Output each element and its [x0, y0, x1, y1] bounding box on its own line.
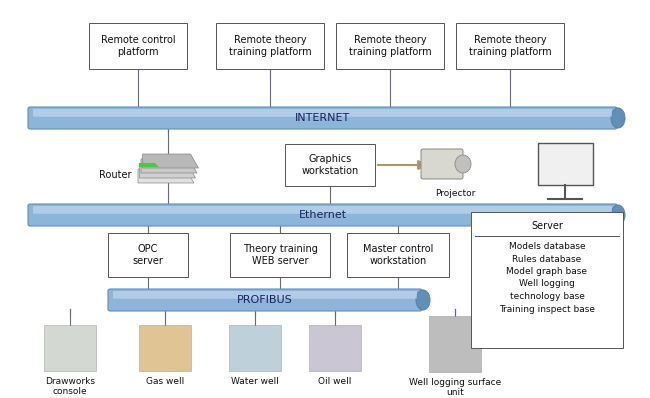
FancyBboxPatch shape [347, 233, 449, 277]
FancyBboxPatch shape [139, 325, 191, 371]
FancyBboxPatch shape [28, 204, 617, 226]
Text: Well logging surface
unit: Well logging surface unit [409, 378, 501, 397]
Text: Theory training
WEB server: Theory training WEB server [242, 244, 317, 266]
FancyBboxPatch shape [230, 233, 330, 277]
Ellipse shape [455, 155, 471, 173]
Text: Water well: Water well [231, 377, 279, 386]
FancyBboxPatch shape [336, 23, 444, 69]
FancyBboxPatch shape [89, 23, 187, 69]
FancyBboxPatch shape [44, 325, 96, 371]
FancyBboxPatch shape [421, 149, 463, 179]
Polygon shape [141, 159, 197, 173]
FancyBboxPatch shape [108, 233, 188, 277]
Text: Remote theory
training platform: Remote theory training platform [229, 35, 311, 57]
FancyBboxPatch shape [28, 107, 617, 129]
FancyBboxPatch shape [108, 289, 422, 311]
FancyBboxPatch shape [471, 212, 623, 348]
FancyBboxPatch shape [309, 325, 361, 371]
Text: Remote theory
training platform: Remote theory training platform [348, 35, 432, 57]
Text: Projector: Projector [435, 189, 475, 198]
Text: Graphics
workstation: Graphics workstation [302, 154, 359, 176]
Text: INTERNET: INTERNET [295, 113, 350, 123]
Text: OPC
server: OPC server [133, 244, 163, 266]
Polygon shape [140, 164, 196, 178]
FancyBboxPatch shape [229, 325, 281, 371]
FancyBboxPatch shape [113, 291, 417, 299]
Polygon shape [139, 163, 159, 167]
FancyBboxPatch shape [538, 143, 593, 185]
Text: Ethernet: Ethernet [298, 210, 346, 220]
Ellipse shape [611, 205, 625, 225]
FancyBboxPatch shape [429, 316, 481, 372]
FancyBboxPatch shape [285, 144, 375, 186]
Text: Server: Server [531, 221, 563, 231]
Ellipse shape [611, 108, 625, 128]
Polygon shape [138, 169, 194, 183]
Text: Remote control
platform: Remote control platform [101, 35, 176, 57]
Ellipse shape [416, 290, 430, 310]
FancyBboxPatch shape [216, 23, 324, 69]
Text: Master control
workstation: Master control workstation [363, 244, 433, 266]
Text: Drawworks
console: Drawworks console [45, 377, 95, 396]
Polygon shape [142, 154, 198, 168]
Text: Oil well: Oil well [318, 377, 352, 386]
FancyBboxPatch shape [33, 206, 612, 214]
Text: PROFIBUS: PROFIBUS [237, 295, 293, 305]
Text: Gas well: Gas well [146, 377, 184, 386]
Text: Models database
Rules database
Model graph base
Well logging
technology base
Tra: Models database Rules database Model gra… [499, 242, 595, 314]
FancyBboxPatch shape [456, 23, 564, 69]
Text: Remote theory
training platform: Remote theory training platform [469, 35, 551, 57]
FancyBboxPatch shape [33, 109, 612, 117]
Text: Router: Router [99, 170, 132, 180]
